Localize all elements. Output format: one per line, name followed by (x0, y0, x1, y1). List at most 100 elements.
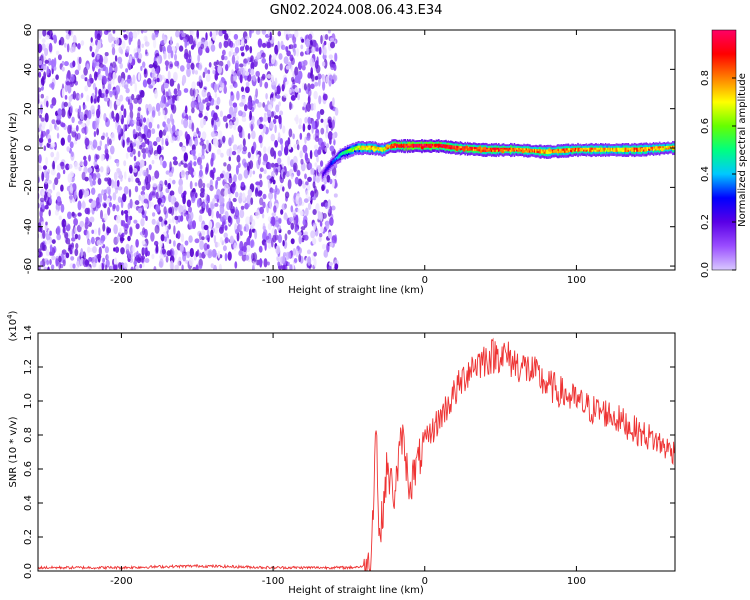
signal-cell (352, 149, 355, 152)
noise-speck (178, 178, 183, 187)
signal-cell (520, 153, 523, 157)
signal-cell (330, 166, 332, 169)
noise-speck (154, 89, 158, 99)
snr-y-tick-label: 1.4 (23, 325, 34, 341)
signal-cell (602, 147, 604, 151)
noise-speck (56, 196, 61, 203)
signal-cell (446, 141, 448, 144)
signal-cell (483, 143, 486, 146)
signal-cell (404, 150, 406, 154)
signal-cell (529, 152, 531, 156)
noise-speck (319, 233, 323, 238)
signal-cell (336, 156, 338, 160)
signal-cell (361, 152, 363, 156)
signal-cell (540, 151, 542, 154)
signal-cell (566, 150, 568, 154)
signal-cell (489, 151, 492, 154)
signal-cell (573, 153, 576, 156)
figure-title: GN02.2024.008.06.43.E34 (270, 3, 443, 18)
signal-cell (511, 143, 513, 146)
noise-speck (181, 118, 184, 125)
noise-speck (163, 51, 167, 60)
noise-speck (84, 137, 90, 147)
signal-cell (363, 147, 366, 151)
noise-speck (248, 228, 252, 239)
noise-speck (183, 152, 188, 162)
signal-cell (627, 149, 630, 153)
colorbar-bar (711, 29, 737, 271)
signal-cell (549, 151, 552, 155)
noise-speck (132, 31, 138, 39)
noise-speck (40, 93, 44, 99)
noise-speck (261, 42, 267, 48)
signal-cell (638, 147, 640, 151)
signal-cell (625, 145, 627, 148)
noise-speck (129, 109, 134, 120)
noise-speck (94, 86, 98, 97)
signal-cell (470, 146, 472, 150)
signal-cell (553, 147, 555, 150)
spectrogram-y-label: Frequency (Hz) (8, 112, 19, 188)
signal-cell (420, 140, 422, 143)
noise-speck (298, 124, 302, 130)
signal-cell (669, 144, 672, 147)
noise-speck (146, 129, 152, 139)
signal-cell (408, 140, 410, 143)
signal-cell (598, 145, 601, 149)
signal-cell (344, 148, 346, 151)
noise-speck (276, 85, 281, 95)
signal-cell (334, 161, 337, 164)
signal-cell (525, 146, 528, 149)
signal-cell (577, 147, 579, 151)
signal-cell (530, 145, 532, 149)
signal-cell (625, 143, 627, 146)
signal-cell (562, 146, 565, 149)
signal-cell (439, 142, 441, 145)
noise-speck (135, 255, 140, 261)
signal-cell (459, 145, 462, 149)
signal-cell (417, 149, 420, 153)
noise-speck (206, 244, 210, 250)
signal-cell (327, 161, 330, 164)
noise-speck (252, 252, 258, 262)
signal-cell (511, 154, 513, 157)
signal-cell (672, 141, 674, 144)
signal-cell (673, 141, 675, 144)
noise-speck (258, 190, 263, 196)
noise-speck (148, 64, 154, 69)
noise-speck (205, 73, 211, 82)
noise-speck (302, 106, 305, 111)
signal-cell (595, 145, 597, 148)
signal-cell (554, 154, 556, 157)
signal-cell (400, 139, 403, 142)
noise-speck (141, 43, 144, 48)
noise-speck (250, 68, 255, 76)
signal-cell (451, 140, 453, 144)
signal-cell (404, 145, 406, 149)
signal-cell (465, 143, 468, 146)
signal-cell (384, 153, 386, 157)
signal-cell (435, 139, 438, 143)
noise-speck (64, 83, 68, 93)
noise-speck (143, 35, 148, 42)
snr-panel: -200 -100 0 100 0.00.20.40.60.81.01.21.4 He… (6, 310, 676, 596)
noise-speck (58, 255, 62, 263)
signal-cell (324, 170, 326, 173)
signal-cell (422, 140, 424, 143)
noise-speck (279, 138, 283, 145)
signal-cell (589, 149, 591, 153)
noise-speck (87, 167, 93, 174)
signal-cell (428, 145, 430, 149)
noise-speck (226, 201, 231, 211)
signal-cell (482, 154, 484, 157)
noise-speck (242, 245, 247, 253)
noise-speck (249, 214, 253, 223)
signal-cell (576, 147, 578, 151)
noise-speck (123, 210, 129, 215)
noise-speck (193, 101, 198, 108)
signal-cell (350, 152, 352, 155)
signal-cell (510, 142, 512, 146)
noise-speck (153, 60, 158, 69)
signal-cell (583, 145, 585, 149)
colorbar-tick-label: 0.2 (700, 214, 711, 230)
